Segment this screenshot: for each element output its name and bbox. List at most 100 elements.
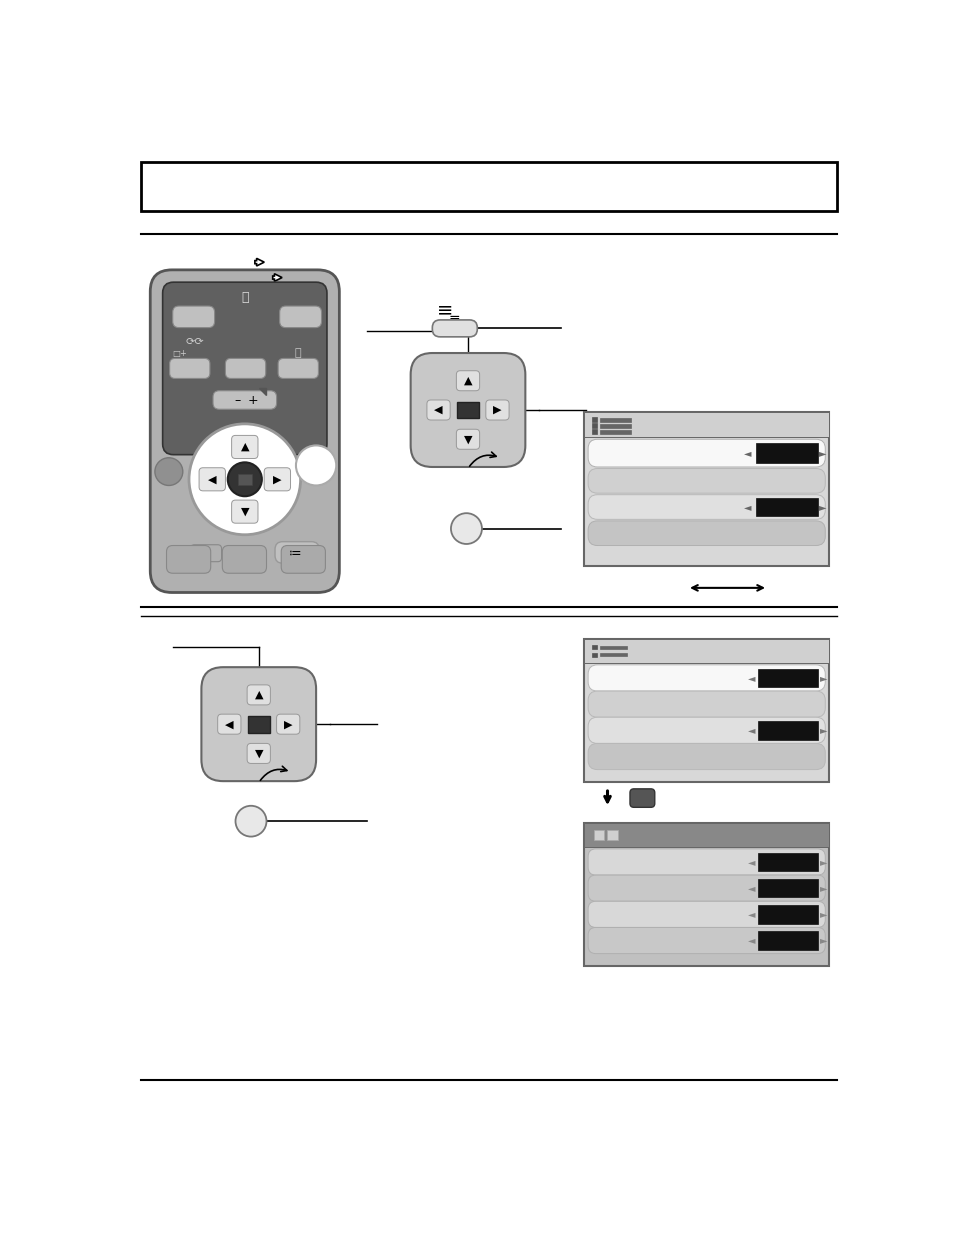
FancyArrow shape [273,274,282,282]
Bar [593,830,604,841]
Text: ◄: ◄ [747,673,755,683]
Bar [592,417,596,421]
Text: ◀: ◀ [434,405,442,415]
Text: ◀: ◀ [208,474,216,484]
FancyBboxPatch shape [587,440,824,467]
Text: 🔇: 🔇 [294,348,301,358]
Bar [237,474,252,484]
Bar [592,430,596,433]
Circle shape [154,458,183,485]
FancyBboxPatch shape [279,306,321,327]
FancyBboxPatch shape [432,320,476,337]
Text: ≡: ≡ [448,312,459,326]
FancyBboxPatch shape [276,714,299,734]
FancyBboxPatch shape [410,353,525,467]
Bar [755,443,817,463]
Bar [599,653,626,656]
FancyBboxPatch shape [587,664,824,692]
Text: ◄: ◄ [747,936,755,946]
Bar [607,830,618,841]
Text: ►: ► [820,673,826,683]
Bar [456,401,478,419]
FancyBboxPatch shape [485,400,509,420]
Text: ◀: ◀ [225,719,233,729]
Bar [248,716,270,732]
Text: ◄: ◄ [747,883,755,893]
FancyBboxPatch shape [278,358,318,378]
FancyBboxPatch shape [232,436,257,458]
Text: ◄: ◄ [743,501,751,513]
Circle shape [451,514,481,543]
Text: ►: ► [820,883,826,893]
Bar [141,162,836,211]
Text: ►: ► [820,909,826,919]
Text: ►: ► [820,725,826,735]
FancyBboxPatch shape [172,306,214,327]
FancyBboxPatch shape [213,390,276,409]
Bar [599,430,630,433]
FancyBboxPatch shape [274,542,319,563]
Text: ▶: ▶ [493,405,501,415]
FancyBboxPatch shape [162,282,327,454]
Text: ▲: ▲ [463,375,472,385]
Polygon shape [258,389,266,395]
Text: ▼: ▼ [463,435,472,445]
FancyBboxPatch shape [587,927,824,953]
Bar [583,640,828,662]
Text: +: + [247,394,257,408]
FancyBboxPatch shape [587,743,824,769]
FancyBboxPatch shape [281,546,325,573]
Circle shape [189,424,300,535]
Bar [757,852,818,871]
Circle shape [295,446,335,485]
FancyBboxPatch shape [222,546,266,573]
Bar [583,824,828,846]
Bar [592,652,596,657]
FancyBboxPatch shape [191,545,221,562]
FancyBboxPatch shape [201,667,315,782]
FancyBboxPatch shape [150,270,339,593]
Bar [583,640,828,782]
FancyBboxPatch shape [167,546,211,573]
Bar [599,646,626,648]
Bar [583,824,828,966]
Bar [592,645,596,650]
Text: ⊞: ⊞ [293,543,305,558]
FancyBboxPatch shape [232,500,257,524]
Bar [583,412,828,437]
Text: ◄: ◄ [747,857,755,867]
Text: ►: ► [820,857,826,867]
FancyBboxPatch shape [587,468,824,493]
Text: –: – [233,394,240,408]
Text: ▲: ▲ [240,442,249,452]
Text: ►: ► [819,501,826,513]
Bar [757,879,818,898]
FancyBboxPatch shape [587,848,824,876]
Text: ▶: ▶ [284,719,293,729]
Bar [757,931,818,950]
Bar [583,412,828,567]
FancyArrow shape [254,258,264,266]
Bar [755,498,817,516]
Bar [757,721,818,740]
Text: ≔: ≔ [289,547,301,559]
Text: ◄: ◄ [747,725,755,735]
FancyBboxPatch shape [456,370,479,390]
FancyBboxPatch shape [247,685,270,705]
Bar [599,424,630,427]
FancyBboxPatch shape [217,714,241,734]
Text: ▼: ▼ [254,748,263,758]
Text: ▶: ▶ [273,474,281,484]
FancyBboxPatch shape [199,468,225,490]
Text: ▼: ▼ [240,506,249,516]
FancyBboxPatch shape [427,400,450,420]
Circle shape [235,805,266,836]
Text: ◄: ◄ [743,448,751,458]
Text: ▲: ▲ [254,690,263,700]
Text: □+: □+ [172,348,187,357]
Text: ⏻: ⏻ [241,291,249,304]
Bar [757,668,818,687]
FancyBboxPatch shape [587,692,824,718]
FancyBboxPatch shape [587,902,824,927]
Text: ⟳⟳: ⟳⟳ [186,337,204,347]
